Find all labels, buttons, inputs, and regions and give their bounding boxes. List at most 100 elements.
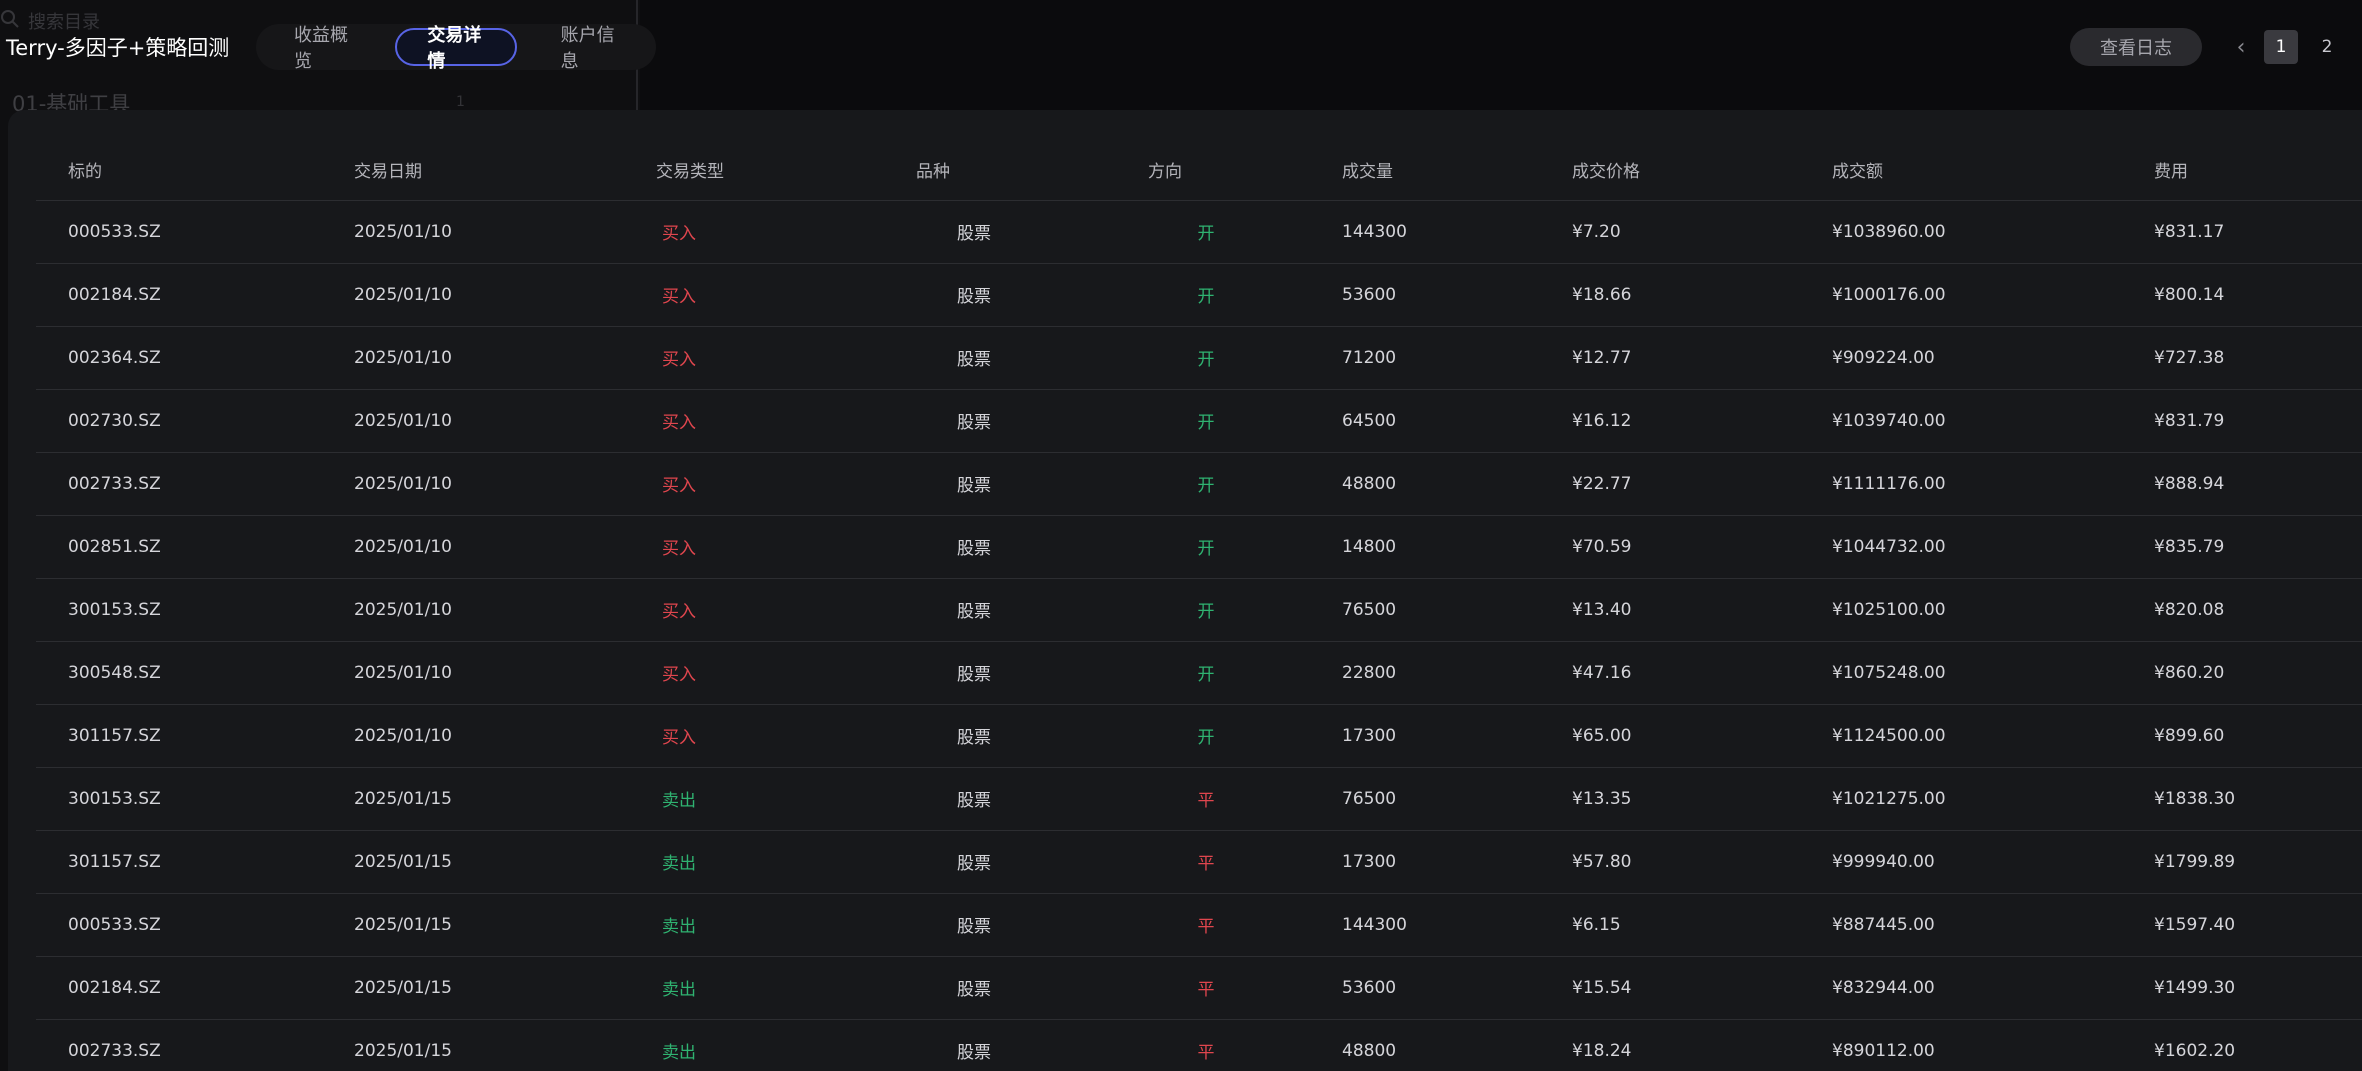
column-header-amount[interactable]: 成交额 xyxy=(1800,140,2122,201)
cell-fee: ¥800.14 xyxy=(2122,263,2362,327)
column-header-trade-type[interactable]: 交易类型 xyxy=(624,140,884,201)
cell-volume: 17300 xyxy=(1310,830,1540,894)
column-header-price[interactable]: 成交价格 xyxy=(1540,140,1800,201)
cell-trade-type: 买入 xyxy=(624,200,884,264)
cell-trade-type: 卖出 xyxy=(624,830,884,894)
cell-symbol: 300153.SZ xyxy=(36,767,322,831)
cell-symbol: 002184.SZ xyxy=(36,263,322,327)
cell-instrument: 股票 xyxy=(884,389,1116,453)
cell-symbol: 301157.SZ xyxy=(36,830,322,894)
cell-amount: ¥1000176.00 xyxy=(1800,263,2122,327)
cell-symbol: 002364.SZ xyxy=(36,326,322,390)
cell-amount: ¥1124500.00 xyxy=(1800,704,2122,768)
cell-instrument: 股票 xyxy=(884,1019,1116,1071)
cell-fee: ¥1499.30 xyxy=(2122,956,2362,1020)
cell-trade-type: 买入 xyxy=(624,641,884,705)
header: Terry-多因子+策略回测 收益概览 交易详情 账户信息 查看日志 ‹ 1 2 xyxy=(0,0,2362,96)
cell-instrument: 股票 xyxy=(884,326,1116,390)
cell-volume: 48800 xyxy=(1310,452,1540,516)
cell-amount: ¥1025100.00 xyxy=(1800,578,2122,642)
cell-price: ¥18.24 xyxy=(1540,1019,1800,1071)
table-row[interactable]: 300548.SZ 2025/01/10 买入 股票开 22800 ¥47.16 ¥1075… xyxy=(36,641,2362,705)
cell-symbol: 002730.SZ xyxy=(36,389,322,453)
cell-amount: ¥999940.00 xyxy=(1800,830,2122,894)
cell-direction: 开 xyxy=(1116,326,1310,390)
cell-trade-date: 2025/01/15 xyxy=(322,956,624,1020)
cell-instrument: 股票 xyxy=(884,578,1116,642)
column-header-direction[interactable]: 方向 xyxy=(1116,140,1310,201)
tab-trade-details[interactable]: 交易详情 xyxy=(395,25,517,72)
cell-direction: 开 xyxy=(1116,704,1310,768)
tab-account-info[interactable]: 账户信息 xyxy=(560,25,615,72)
column-header-fee[interactable]: 费用 xyxy=(2122,140,2362,201)
page-2-button[interactable]: 2 xyxy=(2321,37,2333,57)
trades-table: 标的 交易日期 交易类型 品种 方向 成交量 成交价格 成交额 费用 00053… xyxy=(36,140,2362,1071)
cell-symbol: 000533.SZ xyxy=(36,893,322,957)
cell-trade-date: 2025/01/10 xyxy=(322,452,624,516)
cell-trade-date: 2025/01/15 xyxy=(322,893,624,957)
cell-direction: 开 xyxy=(1116,200,1310,264)
cell-price: ¥70.59 xyxy=(1540,515,1800,579)
cell-trade-type: 买入 xyxy=(624,515,884,579)
cell-volume: 71200 xyxy=(1310,326,1540,390)
cell-trade-type: 买入 xyxy=(624,326,884,390)
cell-trade-date: 2025/01/10 xyxy=(322,326,624,390)
cell-instrument: 股票 xyxy=(884,515,1116,579)
cell-price: ¥7.20 xyxy=(1540,200,1800,264)
column-header-instrument[interactable]: 品种 xyxy=(884,140,1116,201)
cell-trade-type: 卖出 xyxy=(624,1019,884,1071)
table-row[interactable]: 002184.SZ 2025/01/15 卖出 股票平 53600 ¥15.54 ¥8329… xyxy=(36,956,2362,1020)
cell-fee: ¥888.94 xyxy=(2122,452,2362,516)
cell-volume: 48800 xyxy=(1310,1019,1540,1071)
cell-direction: 开 xyxy=(1116,515,1310,579)
table-row[interactable]: 301157.SZ 2025/01/15 卖出 股票平 17300 ¥57.80 ¥9999… xyxy=(36,830,2362,894)
cell-fee: ¥1602.20 xyxy=(2122,1019,2362,1071)
cell-trade-date: 2025/01/10 xyxy=(322,515,624,579)
cell-volume: 144300 xyxy=(1310,200,1540,264)
cell-fee: ¥1597.40 xyxy=(2122,893,2362,957)
cell-instrument: 股票 xyxy=(884,452,1116,516)
table-row[interactable]: 301157.SZ 2025/01/10 买入 股票开 17300 ¥65.00 ¥1124… xyxy=(36,704,2362,768)
trade-details-panel: 标的 交易日期 交易类型 品种 方向 成交量 成交价格 成交额 费用 00053… xyxy=(8,110,2362,1071)
app-title: Terry-多因子+策略回测 xyxy=(6,36,230,60)
table-row[interactable]: 000533.SZ 2025/01/15 卖出 股票平 144300 ¥6.15 ¥8874… xyxy=(36,893,2362,957)
table-row[interactable]: 002733.SZ 2025/01/15 卖出 股票平 48800 ¥18.24 ¥8901… xyxy=(36,1019,2362,1071)
cell-direction: 平 xyxy=(1116,830,1310,894)
cell-amount: ¥832944.00 xyxy=(1800,956,2122,1020)
table-header-row: 标的 交易日期 交易类型 品种 方向 成交量 成交价格 成交额 费用 xyxy=(36,140,2362,201)
column-header-symbol[interactable]: 标的 xyxy=(36,140,322,201)
view-log-button[interactable]: 查看日志 xyxy=(2070,28,2202,66)
cell-direction: 开 xyxy=(1116,578,1310,642)
cell-fee: ¥831.79 xyxy=(2122,389,2362,453)
cell-price: ¥13.35 xyxy=(1540,767,1800,831)
table-row[interactable]: 002851.SZ 2025/01/10 买入 股票开 14800 ¥70.59 ¥1044… xyxy=(36,515,2362,579)
cell-symbol: 301157.SZ xyxy=(36,704,322,768)
background-search-placeholder: 搜索目录 xyxy=(28,12,100,33)
cell-price: ¥57.80 xyxy=(1540,830,1800,894)
column-header-trade-date[interactable]: 交易日期 xyxy=(322,140,624,201)
cell-instrument: 股票 xyxy=(884,893,1116,957)
column-header-volume[interactable]: 成交量 xyxy=(1310,140,1540,201)
page-1-button[interactable]: 1 xyxy=(2264,30,2298,64)
cell-trade-date: 2025/01/10 xyxy=(322,578,624,642)
tab-overview[interactable]: 收益概览 xyxy=(294,25,348,72)
table-row[interactable]: 002364.SZ 2025/01/10 买入 股票开 71200 ¥12.77 ¥9092… xyxy=(36,326,2362,390)
table-row[interactable]: 300153.SZ 2025/01/10 买入 股票开 76500 ¥13.40 ¥1025… xyxy=(36,578,2362,642)
cell-direction: 平 xyxy=(1116,956,1310,1020)
table-row[interactable]: 002730.SZ 2025/01/10 买入 股票开 64500 ¥16.12 ¥1039… xyxy=(36,389,2362,453)
cell-amount: ¥1021275.00 xyxy=(1800,767,2122,831)
table-row[interactable]: 300153.SZ 2025/01/15 卖出 股票平 76500 ¥13.35 ¥1021… xyxy=(36,767,2362,831)
cell-trade-date: 2025/01/10 xyxy=(322,704,624,768)
chevron-left-icon[interactable]: ‹ xyxy=(2236,34,2246,60)
cell-symbol: 000533.SZ xyxy=(36,200,322,264)
cell-symbol: 002184.SZ xyxy=(36,956,322,1020)
table-row[interactable]: 002184.SZ 2025/01/10 买入 股票开 53600 ¥18.66 ¥1000… xyxy=(36,263,2362,327)
cell-instrument: 股票 xyxy=(884,263,1116,327)
cell-direction: 平 xyxy=(1116,1019,1310,1071)
table-row[interactable]: 002733.SZ 2025/01/10 买入 股票开 48800 ¥22.77 ¥1111… xyxy=(36,452,2362,516)
table-row[interactable]: 000533.SZ 2025/01/10 买入 股票开 144300 ¥7.20 ¥1038… xyxy=(36,200,2362,264)
cell-trade-type: 买入 xyxy=(624,389,884,453)
cell-amount: ¥1038960.00 xyxy=(1800,200,2122,264)
cell-fee: ¥727.38 xyxy=(2122,326,2362,390)
cell-symbol: 002733.SZ xyxy=(36,452,322,516)
